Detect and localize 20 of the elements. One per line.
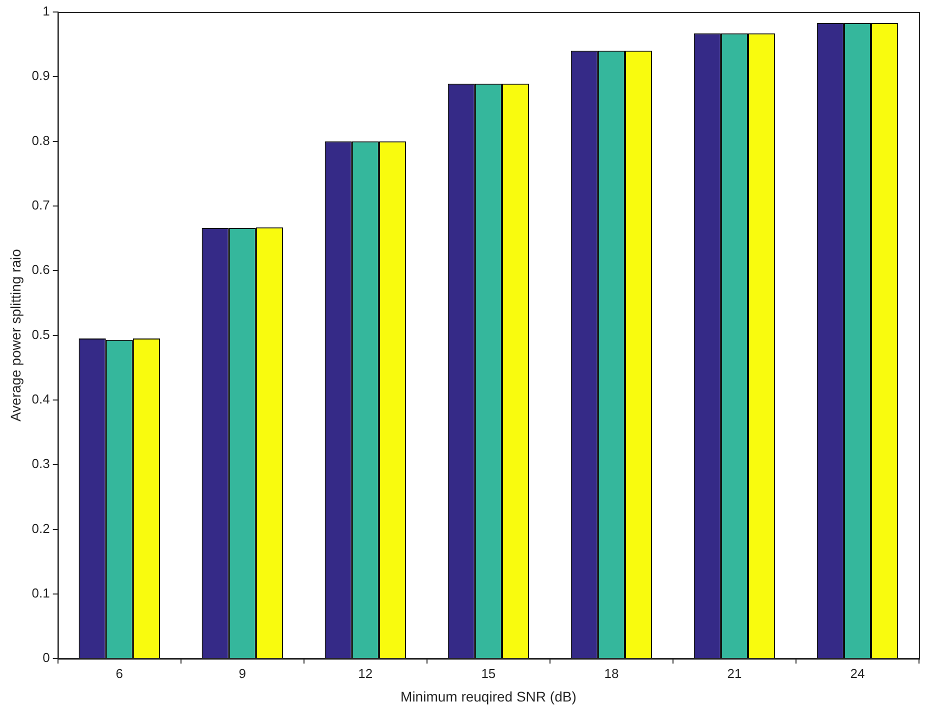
y-tick-label: 0.3 <box>32 456 50 472</box>
y-tick-label: 0.8 <box>32 132 50 148</box>
x-tick-label: 18 <box>604 666 619 681</box>
y-tick-label: 1 <box>42 4 50 19</box>
x-tick-label: 21 <box>727 666 742 681</box>
y-tick-label: 0.7 <box>32 198 50 213</box>
x-tick-label: 9 <box>238 666 246 681</box>
y-tick-label: 0 <box>42 650 50 666</box>
y-tick-label: 0.6 <box>32 262 50 278</box>
y-tick-label: 0.1 <box>32 586 50 601</box>
y-tick-label: 0.2 <box>32 520 50 536</box>
x-tick-label: 15 <box>481 666 496 681</box>
x-axis-title: Minimum reuqired SNR (dB) <box>400 688 576 704</box>
y-tick-label: 0.4 <box>32 392 50 407</box>
x-tick-label: 6 <box>116 666 123 681</box>
y-tick-label: 0.5 <box>32 326 50 342</box>
x-tick-label: 24 <box>850 666 865 681</box>
y-tick-label: 0.9 <box>32 68 50 84</box>
x-tick-label: 12 <box>358 666 373 681</box>
y-axis-title: Average power splitting raio <box>7 248 24 422</box>
